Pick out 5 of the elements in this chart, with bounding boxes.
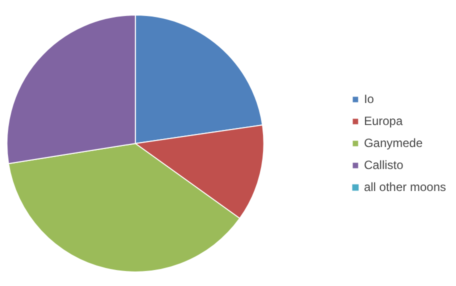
legend-label: Callisto [364, 158, 404, 172]
legend-label: Ganymede [364, 136, 423, 150]
legend-label: Europa [364, 114, 403, 128]
legend-label: Io [364, 92, 375, 106]
legend-label: all other moons [364, 180, 446, 194]
